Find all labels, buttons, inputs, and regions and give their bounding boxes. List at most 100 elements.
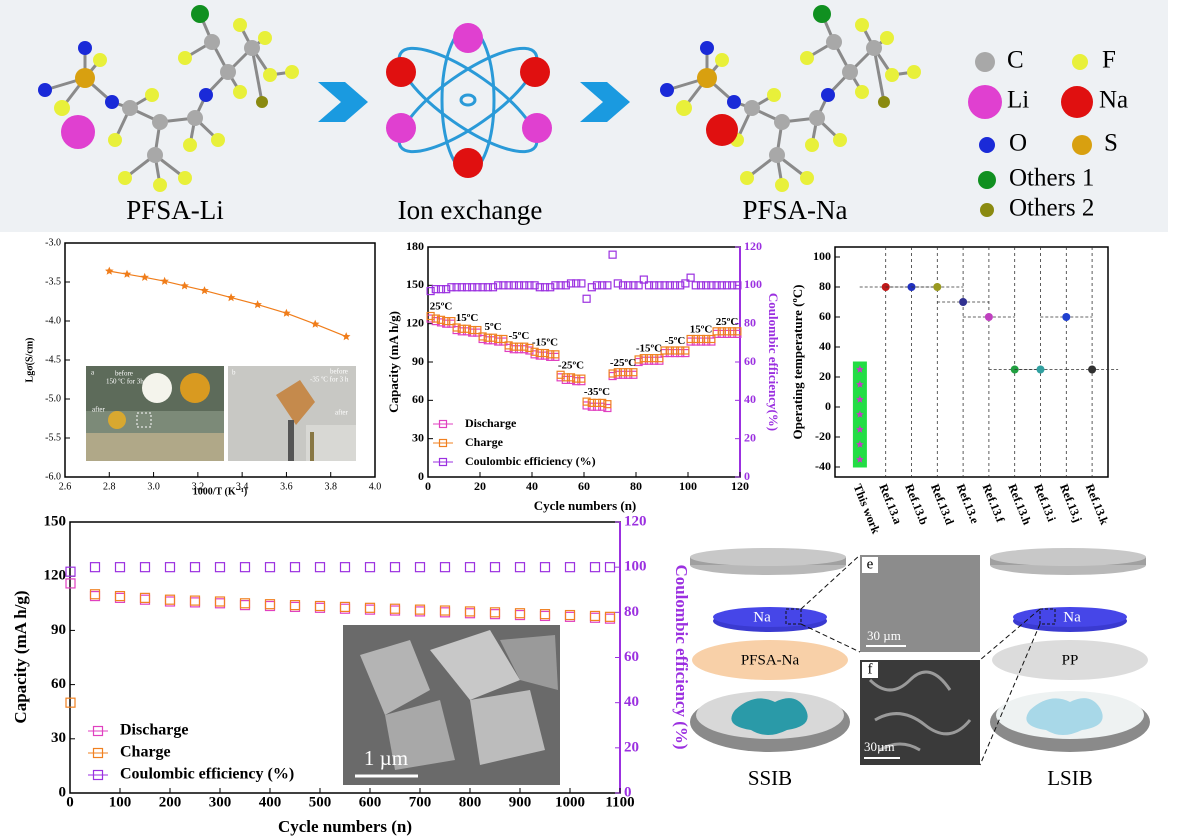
y-axis-title: Lgσ(S/cm) <box>24 338 35 383</box>
marker <box>655 281 664 290</box>
marker <box>462 283 472 292</box>
marker <box>577 377 586 386</box>
marker <box>598 281 607 290</box>
marker <box>514 281 524 290</box>
star-marker <box>856 380 864 388</box>
marker <box>464 606 476 617</box>
atom <box>744 100 760 116</box>
atom <box>866 40 882 56</box>
star-marker <box>253 300 262 309</box>
marker <box>650 356 659 365</box>
legend-label: Charge <box>465 435 504 449</box>
marker <box>452 283 461 292</box>
marker <box>561 281 570 290</box>
atom <box>61 115 95 149</box>
data-point <box>1036 365 1045 374</box>
marker <box>164 562 176 573</box>
marker <box>89 589 101 600</box>
y-tick-label: -5.0 <box>45 393 61 404</box>
marker <box>582 397 591 406</box>
marker <box>514 608 526 619</box>
inset-label: after <box>335 409 348 417</box>
marker <box>613 279 622 288</box>
marker <box>572 374 581 383</box>
y-tick-label: -5.5 <box>45 432 61 443</box>
atom <box>715 53 729 67</box>
legend-swatch <box>1072 135 1092 155</box>
x-axis-title: Cycle numbers (n) <box>534 498 637 513</box>
marker <box>264 562 276 573</box>
marker <box>670 348 680 358</box>
bond <box>250 47 264 103</box>
atom <box>821 88 835 102</box>
atom <box>809 110 825 126</box>
x-tick-label: 2.6 <box>59 481 72 492</box>
component-label: Na <box>753 609 771 625</box>
x-tick-label: 100 <box>679 479 697 493</box>
atom <box>855 18 869 32</box>
marker <box>634 281 643 290</box>
atom <box>108 133 122 147</box>
star-marker <box>856 440 864 448</box>
legend-label: Others 2 <box>1009 195 1094 222</box>
marker <box>514 342 524 351</box>
marker <box>707 281 716 290</box>
marker <box>514 345 524 354</box>
marker <box>618 281 628 290</box>
atom <box>700 41 714 55</box>
data-point <box>984 313 993 321</box>
marker <box>733 281 742 290</box>
marker <box>494 281 503 290</box>
atom <box>54 100 70 116</box>
inset-label: after <box>92 406 105 414</box>
marker <box>442 317 451 326</box>
x-tick-label: 700 <box>409 794 432 810</box>
y-tick-label: -4.0 <box>45 315 61 326</box>
marker <box>728 281 737 290</box>
temperature-label: -35ºC <box>584 386 610 398</box>
marker <box>556 281 565 290</box>
y-axis-title: Operating temperature (ºC) <box>790 285 805 440</box>
component-label: Na <box>1063 609 1081 625</box>
marker <box>520 342 529 351</box>
atom <box>740 171 754 185</box>
component-label: PFSA-Na <box>741 652 800 668</box>
arrow <box>580 82 630 122</box>
temperature-label: -5ºC <box>509 330 530 342</box>
marker <box>566 373 576 382</box>
marker <box>509 342 518 351</box>
marker <box>488 333 498 342</box>
marker <box>489 607 501 618</box>
marker <box>604 611 616 622</box>
marker <box>535 348 544 358</box>
inset-label: a <box>91 369 95 377</box>
atom <box>145 88 159 102</box>
temperature-label: -5ºC <box>665 335 686 347</box>
series-line <box>109 270 347 338</box>
y-tick-label: 20 <box>819 369 831 383</box>
legend-label: Na <box>1099 87 1128 114</box>
marker <box>577 374 586 383</box>
scale-label: 1 µm <box>364 746 408 770</box>
marker <box>608 369 617 378</box>
legend-swatch <box>1061 86 1093 118</box>
x-tick-label: 80 <box>630 479 642 493</box>
marker <box>339 601 351 613</box>
star-marker <box>226 293 236 302</box>
y2-tick-label: 0 <box>744 469 750 483</box>
scale-label: 30 µm <box>867 628 901 643</box>
marker <box>530 347 539 356</box>
marker <box>707 337 716 346</box>
marker <box>589 610 601 622</box>
x-tick-label: 3.8 <box>324 481 337 492</box>
atom <box>842 64 858 80</box>
y-tick-label: 60 <box>819 309 831 323</box>
x-tick-label: 3.2 <box>192 481 205 492</box>
marker <box>89 562 101 573</box>
marker <box>561 373 570 382</box>
marker <box>447 283 456 292</box>
marker <box>712 329 721 338</box>
marker <box>639 275 648 284</box>
temperature-label: 15ºC <box>690 324 713 336</box>
